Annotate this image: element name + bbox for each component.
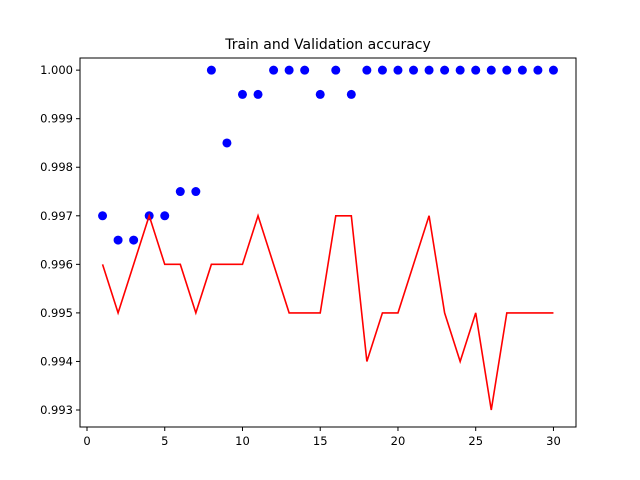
x-tick-label: 0 <box>83 434 90 448</box>
train-accuracy-point <box>393 65 403 75</box>
train-accuracy-point <box>237 89 247 99</box>
x-tick-label: 25 <box>468 434 483 448</box>
train-accuracy-point <box>300 65 310 75</box>
y-tick-label: 0.998 <box>40 160 73 174</box>
axes: 0 5 10 15 20 25 30 0.993 0.994 0.995 0.996 0.997 0.9… <box>40 57 577 448</box>
y-tick-label: 0.994 <box>40 354 73 368</box>
train-accuracy-point <box>206 65 216 75</box>
x-tick-label: 15 <box>313 434 328 448</box>
train-accuracy-point <box>440 65 450 75</box>
train-accuracy-point <box>160 211 170 221</box>
y-tick-label: 0.996 <box>40 257 73 271</box>
y-tick-label: 0.995 <box>40 306 73 320</box>
y-tick-label: 0.993 <box>40 403 73 417</box>
y-tick-label: 1.000 <box>40 63 73 77</box>
train-accuracy-point <box>284 65 294 75</box>
train-accuracy-point <box>471 65 481 75</box>
train-accuracy-point <box>113 235 123 245</box>
train-accuracy-point <box>533 65 543 75</box>
y-tick-label: 0.997 <box>40 209 73 223</box>
train-accuracy-point <box>269 65 279 75</box>
y-tick-label: 0.999 <box>40 112 73 126</box>
train-accuracy-point <box>548 65 558 75</box>
train-accuracy-point <box>502 65 512 75</box>
train-accuracy-point <box>424 65 434 75</box>
train-accuracy-point <box>455 65 465 75</box>
x-tick-label: 30 <box>546 434 561 448</box>
axes-frame <box>79 57 577 428</box>
train-accuracy-point <box>409 65 419 75</box>
train-accuracy-point <box>331 65 341 75</box>
train-accuracy-point <box>346 89 356 99</box>
x-tick-label: 5 <box>161 434 168 448</box>
train-accuracy-point <box>377 65 387 75</box>
train-accuracy-point <box>486 65 496 75</box>
train-accuracy-point <box>98 211 108 221</box>
train-accuracy-point <box>362 65 372 75</box>
validation-accuracy-line <box>101 213 554 411</box>
plot-area <box>98 65 558 411</box>
train-accuracy-point <box>222 138 232 148</box>
train-accuracy-point <box>129 235 139 245</box>
train-accuracy-point <box>191 187 201 197</box>
x-tick-label: 10 <box>235 434 250 448</box>
train-accuracy-point <box>517 65 527 75</box>
train-accuracy-point <box>175 187 185 197</box>
chart-title: Train and Validation accuracy <box>224 37 431 53</box>
train-accuracy-point <box>315 89 325 99</box>
x-tick-label: 20 <box>391 434 406 448</box>
train-accuracy-point <box>253 89 263 99</box>
